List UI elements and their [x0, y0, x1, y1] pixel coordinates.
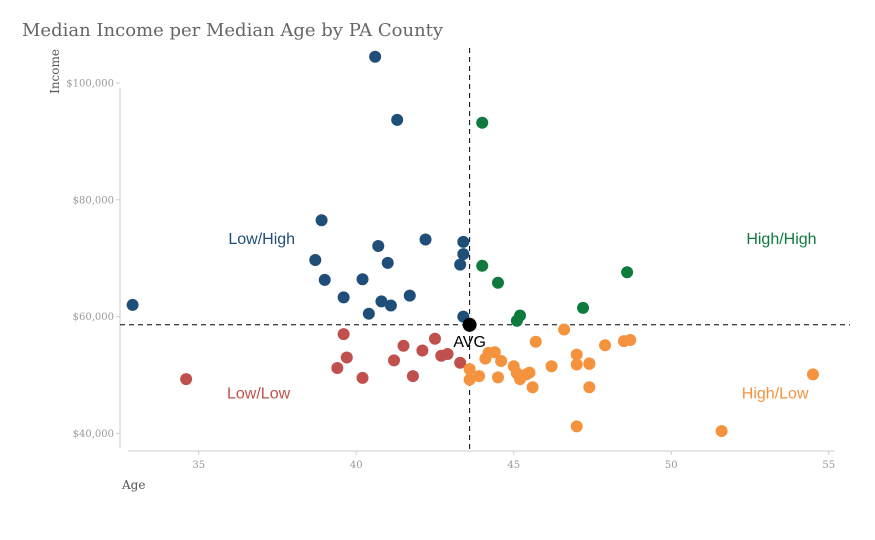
avg-label: AVG: [453, 334, 486, 351]
point-low-low: [388, 354, 401, 367]
point-high-low: [495, 354, 508, 367]
point-low-low: [416, 344, 429, 357]
point-low-low: [356, 371, 369, 384]
x-tick-label: 45: [507, 460, 520, 471]
point-low-high: [337, 291, 350, 304]
point-low-high: [403, 289, 416, 302]
point-low-high: [419, 233, 432, 246]
point-high-low: [583, 381, 596, 394]
quadrant-label: Low/Low: [227, 386, 291, 403]
point-low-high: [454, 258, 467, 271]
chart-title: Median Income per Median Age by PA Count…: [22, 20, 444, 41]
point-low-low: [397, 339, 410, 352]
point-low-high: [318, 273, 331, 286]
point-high-low: [526, 381, 539, 394]
quadrant-label: Low/High: [228, 231, 295, 248]
point-high-low: [583, 357, 596, 370]
point-low-high: [381, 256, 394, 269]
point-high-low: [473, 370, 486, 383]
point-low-high: [369, 50, 382, 63]
point-high-low: [545, 360, 558, 373]
point-high-low: [624, 333, 637, 346]
x-tick-label: 35: [192, 460, 205, 471]
point-low-high: [309, 253, 322, 266]
point-low-low: [340, 351, 353, 364]
point-low-low: [331, 362, 344, 374]
point-high-high: [476, 259, 489, 272]
point-low-low: [428, 332, 441, 345]
point-low-low: [406, 370, 419, 383]
point-high-low: [463, 363, 476, 376]
point-low-high: [384, 299, 397, 312]
point-high-low: [599, 339, 612, 352]
point-low-high: [315, 214, 328, 227]
point-low-low: [454, 356, 467, 369]
y-tick-label: $100,000: [66, 79, 114, 90]
quadrant-label: High/High: [746, 231, 816, 248]
avg-point: [462, 317, 477, 332]
point-high-low: [806, 368, 819, 381]
data-points: [126, 50, 819, 438]
point-high-high: [476, 116, 489, 129]
y-tick-label: $40,000: [73, 429, 114, 440]
point-low-low: [441, 347, 454, 360]
point-high-low: [570, 358, 583, 371]
y-tick-label: $60,000: [73, 312, 114, 323]
point-low-high: [375, 295, 388, 308]
x-tick-label: 55: [822, 460, 835, 471]
point-high-low: [570, 420, 583, 433]
point-high-low: [570, 348, 583, 361]
y-tick-label: $80,000: [73, 195, 114, 206]
point-low-high: [126, 298, 139, 311]
point-high-low: [529, 335, 542, 348]
point-low-high: [362, 307, 375, 320]
point-high-low: [558, 323, 571, 336]
point-low-high: [372, 239, 385, 252]
point-high-low: [463, 373, 476, 386]
axes-layer: $40,000 $60,000 $80,000 $100,000 35 40 45 50 55 A…: [48, 49, 835, 492]
point-high-low: [491, 371, 504, 384]
x-tick-label: 40: [350, 460, 363, 471]
point-high-high: [491, 276, 504, 289]
point-high-low: [488, 346, 501, 359]
x-axis-title: Age: [121, 478, 145, 492]
point-high-low: [715, 425, 728, 438]
point-low-low: [180, 373, 193, 386]
point-low-high: [356, 273, 369, 286]
point-low-high: [457, 235, 470, 248]
point-high-high: [514, 309, 527, 322]
quadrant-label: High/Low: [742, 386, 809, 403]
x-tick-label: 50: [665, 460, 678, 471]
quadrant-labels: AVG Low/High High/High Low/Low High/Low: [227, 231, 817, 403]
point-low-low: [337, 328, 350, 341]
point-low-high: [457, 248, 470, 261]
point-high-low: [523, 366, 536, 379]
point-high-high: [577, 301, 590, 314]
point-high-high: [621, 266, 634, 279]
point-low-high: [391, 113, 404, 126]
y-axis-title: Income: [48, 49, 62, 94]
